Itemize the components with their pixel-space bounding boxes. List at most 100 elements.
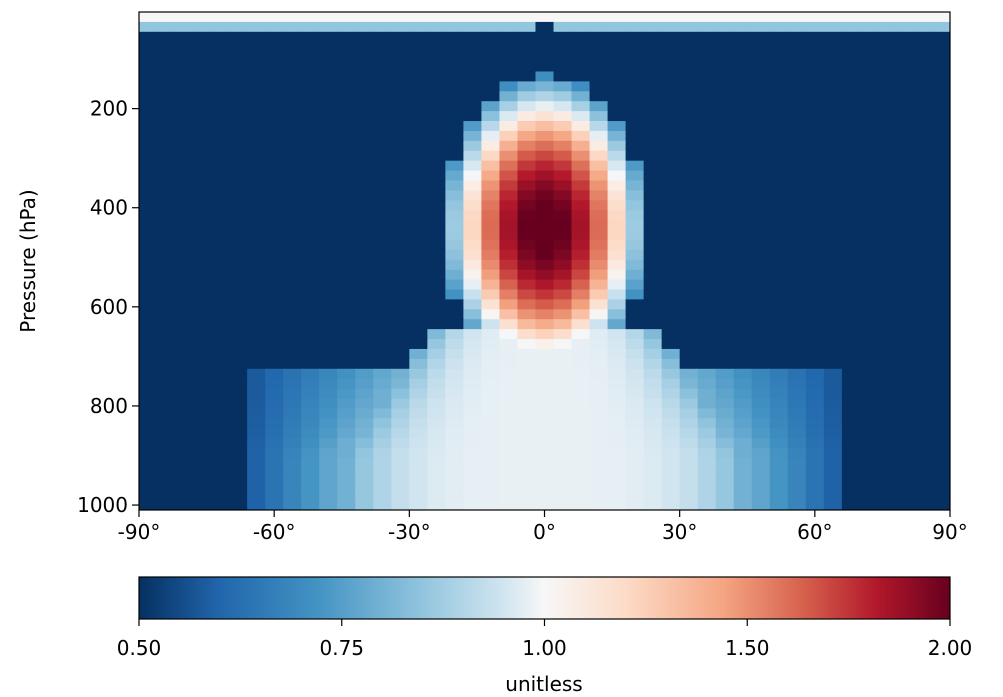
heatmap-cell: [463, 398, 483, 410]
heatmap-cell: [247, 398, 266, 410]
heatmap-cell: [769, 180, 789, 191]
heatmap-cell: [481, 111, 501, 122]
heatmap-cell: [355, 428, 374, 439]
heatmap-cell: [571, 457, 591, 469]
heatmap-cell: [643, 31, 663, 43]
heatmap-cell: [517, 418, 537, 429]
heatmap-cell: [373, 12, 392, 23]
heatmap-cell: [373, 101, 392, 112]
heatmap-cell: [175, 398, 194, 410]
heatmap-cell: [679, 210, 699, 221]
heatmap-cell: [535, 111, 555, 122]
heatmap-cell: [733, 140, 753, 152]
heatmap-cell: [409, 259, 428, 271]
heatmap-cell: [877, 279, 897, 291]
heatmap-cell: [481, 121, 501, 132]
heatmap-cell: [139, 239, 158, 251]
heatmap-cell: [445, 319, 464, 330]
heatmap-cell: [841, 497, 861, 509]
heatmap-cell: [733, 487, 753, 499]
heatmap-cell: [355, 190, 374, 201]
heatmap-cell: [571, 21, 591, 33]
heatmap-cell: [733, 41, 753, 53]
heatmap-cell: [355, 21, 374, 33]
heatmap-cell: [805, 210, 825, 221]
heatmap-cell: [913, 200, 933, 211]
heatmap-cell: [589, 12, 609, 23]
heatmap-cell: [571, 467, 591, 479]
heatmap-cell: [481, 398, 501, 410]
heatmap-cell: [643, 71, 663, 82]
heatmap-cell: [337, 358, 356, 370]
heatmap-cell: [823, 309, 843, 320]
heatmap-cell: [283, 101, 302, 112]
heatmap-cell: [337, 348, 356, 360]
heatmap-cell: [175, 220, 194, 231]
x-tick-label: -90°: [118, 520, 161, 544]
heatmap-cell: [589, 398, 609, 410]
heatmap-cell: [427, 239, 446, 251]
heatmap-cell: [535, 101, 555, 112]
heatmap-cell: [193, 239, 212, 251]
heatmap-cell: [211, 418, 230, 429]
heatmap-cell: [445, 467, 464, 479]
heatmap-cell: [337, 438, 356, 449]
heatmap-cell: [787, 428, 807, 439]
heatmap-cell: [175, 289, 194, 301]
heatmap-cell: [535, 41, 555, 53]
heatmap-cell: [283, 111, 302, 122]
heatmap-cell: [445, 339, 464, 350]
heatmap-cell: [571, 378, 591, 390]
heatmap-cell: [463, 61, 483, 73]
heatmap-cell: [787, 51, 807, 63]
heatmap-cell: [391, 61, 410, 73]
heatmap-cell: [931, 487, 950, 499]
heatmap-cell: [499, 438, 519, 449]
heatmap-cell: [409, 230, 428, 241]
heatmap-cell: [175, 418, 194, 429]
heatmap-cell: [499, 289, 519, 301]
heatmap-cell: [661, 339, 681, 350]
heatmap-cell: [751, 467, 771, 479]
heatmap-cell: [823, 279, 843, 291]
heatmap-cell: [301, 279, 320, 291]
heatmap-cell: [787, 358, 807, 370]
heatmap-cell: [247, 21, 266, 33]
heatmap-cell: [679, 348, 699, 360]
heatmap-cell: [373, 81, 392, 92]
heatmap-cell: [499, 428, 519, 439]
heatmap-cell: [499, 140, 519, 152]
heatmap-cell: [193, 51, 212, 63]
heatmap-cell: [499, 150, 519, 162]
heatmap-cell: [697, 299, 717, 310]
heatmap-cell: [895, 477, 915, 489]
heatmap-cell: [697, 378, 717, 390]
heatmap-cell: [679, 418, 699, 429]
heatmap-cell: [841, 51, 861, 63]
heatmap-cell: [571, 497, 591, 509]
heatmap-cell: [859, 477, 879, 489]
heatmap-cell: [571, 309, 591, 320]
heatmap-cell: [769, 140, 789, 152]
heatmap-cell: [517, 497, 537, 509]
heatmap-cell: [751, 487, 771, 499]
heatmap-cell: [229, 101, 248, 112]
heatmap-cell: [427, 438, 446, 449]
heatmap-cell: [283, 438, 302, 449]
heatmap-cell: [805, 220, 825, 231]
heatmap-cell: [517, 249, 537, 261]
heatmap-cell: [139, 259, 158, 271]
heatmap-cell: [481, 150, 501, 162]
heatmap-cell: [427, 477, 446, 489]
heatmap-cell: [355, 388, 374, 400]
heatmap-cell: [463, 348, 483, 360]
heatmap-cell: [265, 269, 284, 281]
heatmap-cell: [337, 130, 356, 142]
heatmap-cell: [769, 150, 789, 162]
heatmap-cell: [463, 448, 483, 459]
heatmap-cell: [409, 41, 428, 53]
heatmap-cell: [193, 348, 212, 360]
heatmap-cell: [391, 507, 410, 510]
heatmap-cell: [301, 150, 320, 162]
